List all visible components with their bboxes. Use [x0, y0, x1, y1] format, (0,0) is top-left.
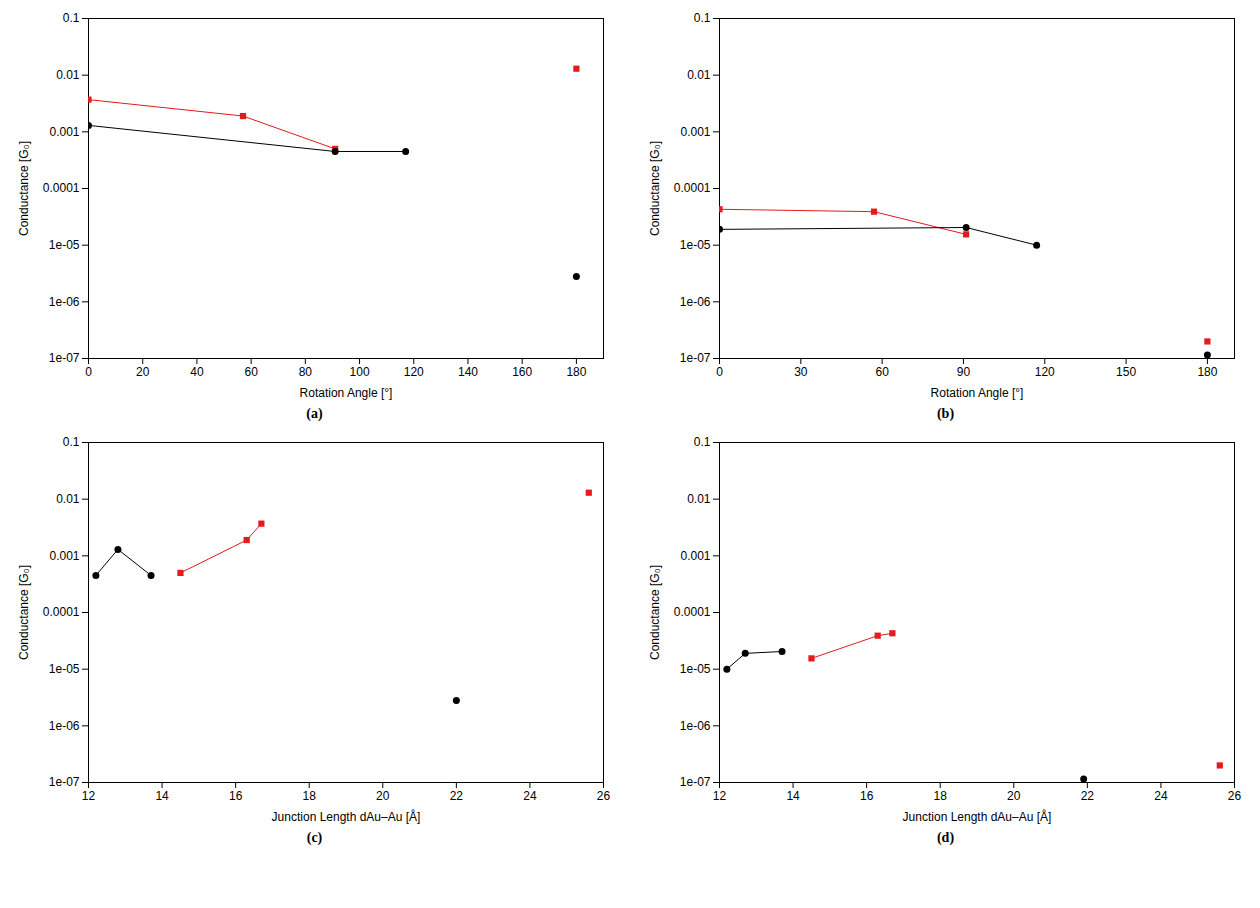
svg-text:1e-06: 1e-06: [679, 295, 710, 309]
svg-text:20: 20: [376, 789, 390, 803]
svg-text:0.001: 0.001: [680, 549, 710, 563]
svg-text:20: 20: [1007, 789, 1021, 803]
svg-text:18: 18: [302, 789, 316, 803]
svg-text:Conductance [G₀]: Conductance [G₀]: [17, 565, 31, 660]
svg-text:60: 60: [244, 365, 258, 379]
svg-text:180: 180: [566, 365, 586, 379]
svg-text:16: 16: [859, 789, 873, 803]
svg-text:120: 120: [403, 365, 423, 379]
svg-text:Conductance [G₀]: Conductance [G₀]: [648, 141, 662, 236]
svg-text:0: 0: [716, 365, 723, 379]
svg-text:0.0001: 0.0001: [42, 605, 79, 619]
svg-text:1e-06: 1e-06: [48, 719, 79, 733]
svg-text:120: 120: [1034, 365, 1054, 379]
svg-text:0.001: 0.001: [680, 125, 710, 139]
svg-text:40: 40: [190, 365, 204, 379]
svg-text:22: 22: [449, 789, 463, 803]
svg-text:14: 14: [786, 789, 800, 803]
svg-text:160: 160: [512, 365, 532, 379]
html-text:(c): (c): [306, 830, 323, 845]
svg-text:180: 180: [1197, 365, 1217, 379]
svg-text:1e-07: 1e-07: [679, 351, 710, 365]
svg-text:100: 100: [349, 365, 369, 379]
svg-text:18: 18: [933, 789, 947, 803]
svg-text:22: 22: [1080, 789, 1094, 803]
svg-text:1e-06: 1e-06: [48, 295, 79, 309]
svg-text:1e-05: 1e-05: [48, 238, 79, 252]
svg-text:Rotation Angle [°]: Rotation Angle [°]: [930, 386, 1023, 400]
svg-text:20: 20: [136, 365, 150, 379]
html-text:(b): (b): [936, 406, 955, 421]
svg-text:0.1: 0.1: [62, 11, 79, 25]
svg-text:1e-07: 1e-07: [48, 775, 79, 789]
svg-text:60: 60: [875, 365, 889, 379]
svg-text:0.01: 0.01: [56, 68, 80, 82]
svg-text:12: 12: [712, 789, 726, 803]
svg-text:0.0001: 0.0001: [673, 605, 710, 619]
svg-text:24: 24: [523, 789, 537, 803]
svg-text:14: 14: [155, 789, 169, 803]
svg-text:12: 12: [81, 789, 95, 803]
html-text:(d): (d): [936, 830, 955, 845]
svg-text:0.1: 0.1: [693, 11, 710, 25]
svg-text:1e-07: 1e-07: [679, 775, 710, 789]
svg-text:26: 26: [1227, 789, 1241, 803]
svg-text:140: 140: [457, 365, 477, 379]
svg-text:0.1: 0.1: [693, 435, 710, 449]
svg-text:Conductance [G₀]: Conductance [G₀]: [648, 565, 662, 660]
svg-text:80: 80: [298, 365, 312, 379]
svg-text:1e-05: 1e-05: [679, 238, 710, 252]
svg-text:0.0001: 0.0001: [42, 181, 79, 195]
svg-text:0.001: 0.001: [49, 125, 79, 139]
svg-text:0.001: 0.001: [49, 549, 79, 563]
svg-text:1e-05: 1e-05: [48, 662, 79, 676]
svg-text:24: 24: [1154, 789, 1168, 803]
svg-text:0.01: 0.01: [687, 68, 711, 82]
svg-text:1e-07: 1e-07: [48, 351, 79, 365]
svg-text:0.01: 0.01: [56, 492, 80, 506]
svg-text:90: 90: [956, 365, 970, 379]
svg-text:16: 16: [228, 789, 242, 803]
svg-text:0: 0: [85, 365, 92, 379]
svg-text:150: 150: [1116, 365, 1136, 379]
svg-text:26: 26: [596, 789, 610, 803]
svg-text:30: 30: [794, 365, 808, 379]
svg-text:0.01: 0.01: [687, 492, 711, 506]
svg-text:1e-05: 1e-05: [679, 662, 710, 676]
svg-text:Junction Length dAu–Au [Å]: Junction Length dAu–Au [Å]: [902, 809, 1051, 824]
svg-text:1e-06: 1e-06: [679, 719, 710, 733]
html-text:(a): (a): [306, 406, 323, 421]
svg-text:Junction Length dAu–Au [Å]: Junction Length dAu–Au [Å]: [271, 809, 420, 824]
svg-text:0.1: 0.1: [62, 435, 79, 449]
svg-text:0.0001: 0.0001: [673, 181, 710, 195]
svg-text:Rotation Angle [°]: Rotation Angle [°]: [299, 386, 392, 400]
svg-text:Conductance [G₀]: Conductance [G₀]: [17, 141, 31, 236]
